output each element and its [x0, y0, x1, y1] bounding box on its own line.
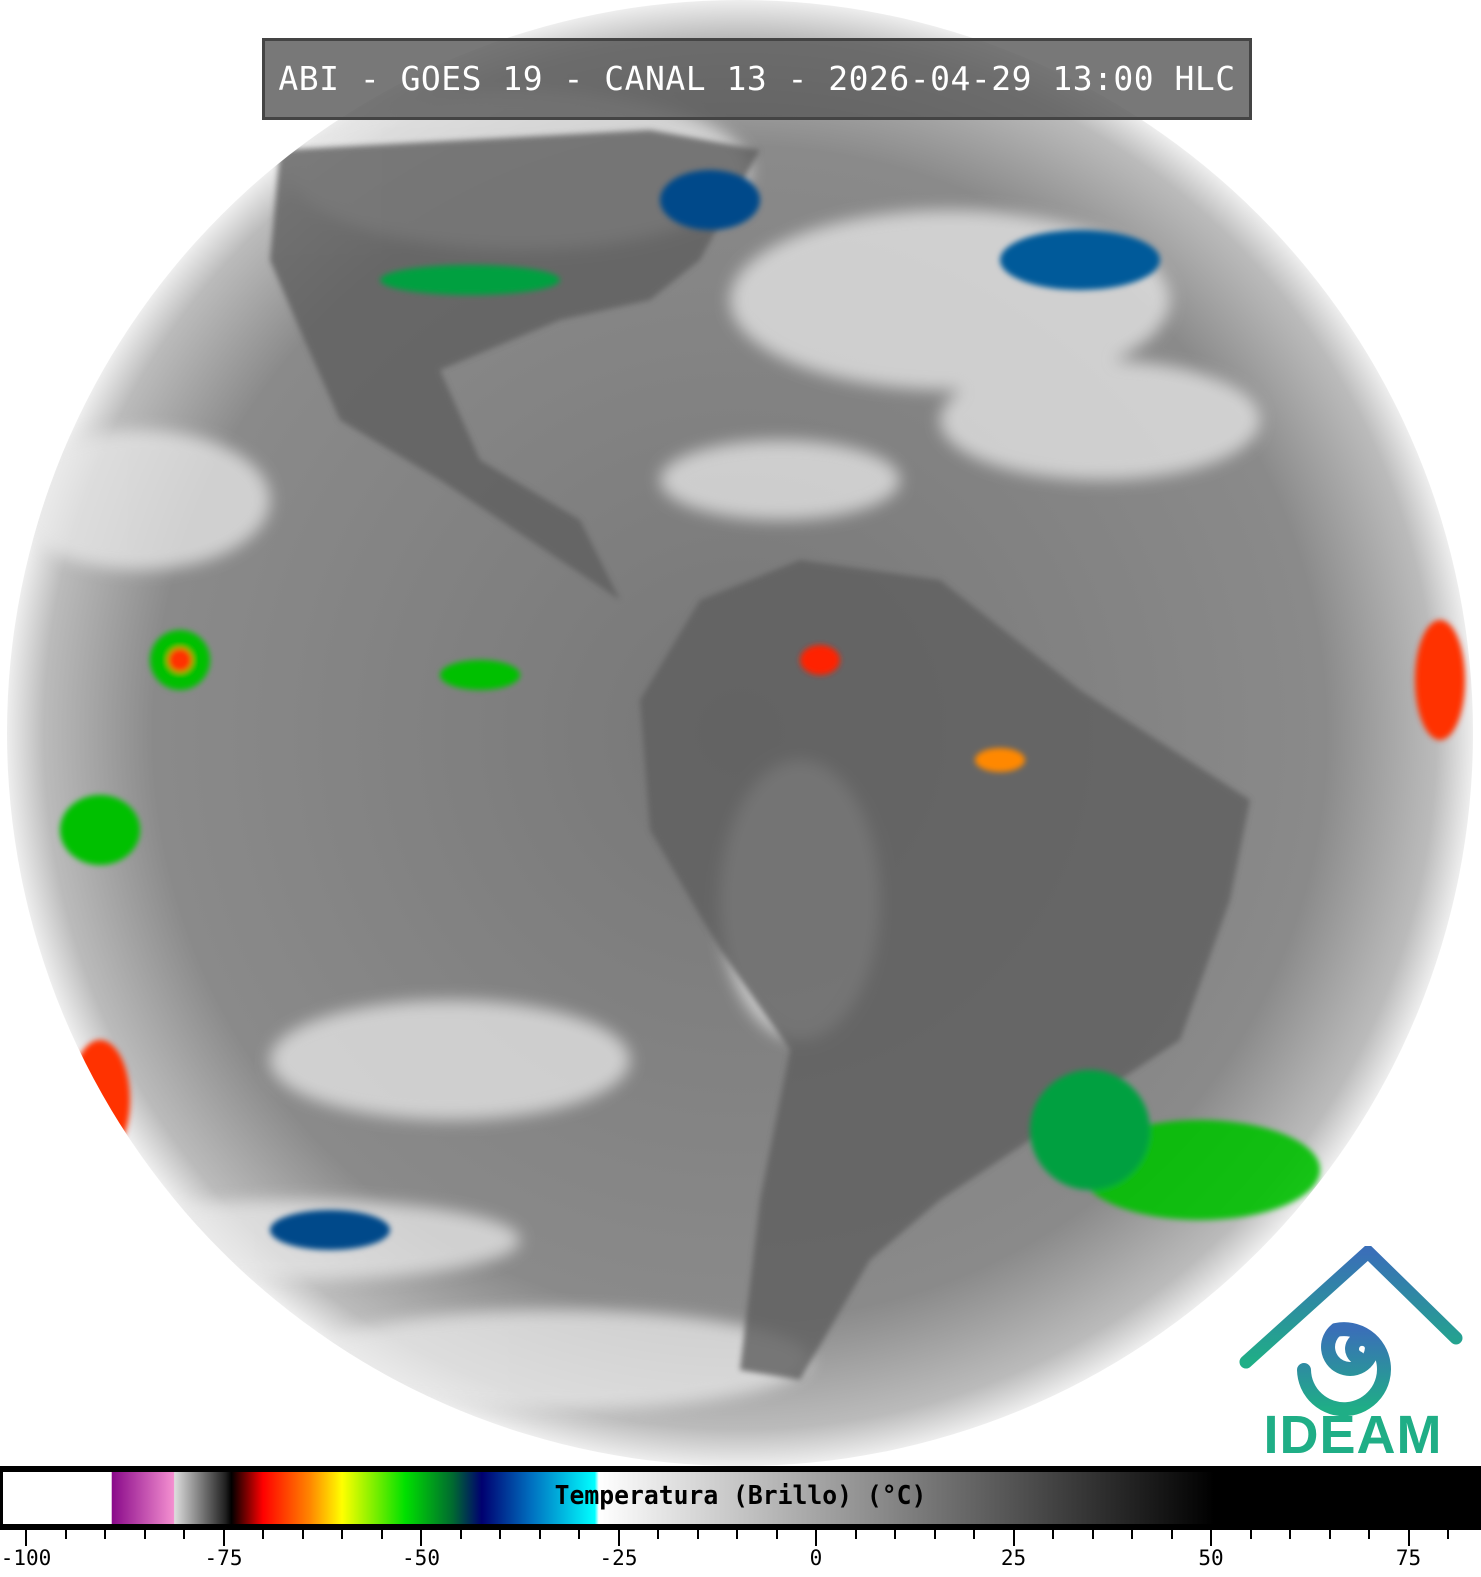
minor-tick	[499, 1530, 501, 1539]
minor-tick	[64, 1530, 67, 1539]
major-tick	[25, 1530, 27, 1546]
image-title: ABI - GOES 19 - CANAL 13 - 2026-04-29 13…	[262, 38, 1252, 120]
minor-tick	[657, 1530, 659, 1539]
satellite-full-disk-image	[7, 0, 1473, 1466]
minor-tick	[1447, 1530, 1449, 1539]
land-masses	[270, 130, 1250, 1380]
minor-tick	[1328, 1530, 1331, 1539]
tick-label: -25	[599, 1546, 638, 1570]
minor-tick	[933, 1530, 936, 1539]
colorbar-axis: -100 -75 -50 -25 0 25 50 75	[0, 1530, 1481, 1577]
minor-tick	[1289, 1530, 1291, 1539]
major-tick	[420, 1530, 422, 1546]
major-tick	[222, 1530, 225, 1546]
major-tick	[1407, 1530, 1410, 1546]
colorbar-label: Temperatura (Brillo) (°C)	[554, 1481, 927, 1511]
colorbar: Temperatura (Brillo) (°C)	[0, 1466, 1481, 1530]
minor-tick	[578, 1530, 580, 1539]
logo-roof-icon	[1239, 1246, 1463, 1369]
major-tick	[1012, 1530, 1015, 1546]
minor-tick	[894, 1530, 896, 1539]
tick-label: 0	[809, 1546, 823, 1570]
tick-label: -100	[0, 1546, 52, 1570]
major-tick	[1210, 1530, 1212, 1546]
minor-tick	[341, 1530, 343, 1539]
minor-tick	[736, 1530, 738, 1539]
colorbar-gradient	[3, 1472, 1481, 1524]
tick-label: 25	[1000, 1546, 1027, 1570]
minor-tick	[775, 1530, 778, 1539]
minor-tick	[1052, 1530, 1054, 1539]
tick-label: 75	[1395, 1546, 1422, 1570]
minor-tick	[301, 1530, 304, 1539]
minor-tick	[262, 1530, 264, 1539]
minor-tick	[143, 1530, 146, 1539]
ideam-logo-text: IDEAM	[1263, 1405, 1443, 1465]
ideam-logo	[1239, 1246, 1463, 1417]
tick-label: -50	[402, 1546, 440, 1570]
minor-tick	[1131, 1530, 1133, 1539]
major-tick	[815, 1530, 817, 1546]
minor-tick	[696, 1530, 699, 1539]
tick-label: -75	[204, 1546, 243, 1570]
logo-spiral-icon	[1297, 1322, 1391, 1417]
minor-tick	[973, 1530, 975, 1539]
minor-tick	[104, 1530, 106, 1539]
tick-label: 50	[1198, 1546, 1224, 1570]
minor-tick	[380, 1530, 383, 1539]
minor-tick	[1091, 1530, 1094, 1539]
minor-tick	[1368, 1530, 1370, 1539]
minor-tick	[854, 1530, 857, 1539]
minor-tick	[459, 1530, 462, 1539]
minor-tick	[1170, 1530, 1173, 1539]
minor-tick	[183, 1530, 185, 1539]
minor-tick	[1249, 1530, 1252, 1539]
major-tick	[617, 1530, 620, 1546]
minor-tick	[538, 1530, 541, 1539]
